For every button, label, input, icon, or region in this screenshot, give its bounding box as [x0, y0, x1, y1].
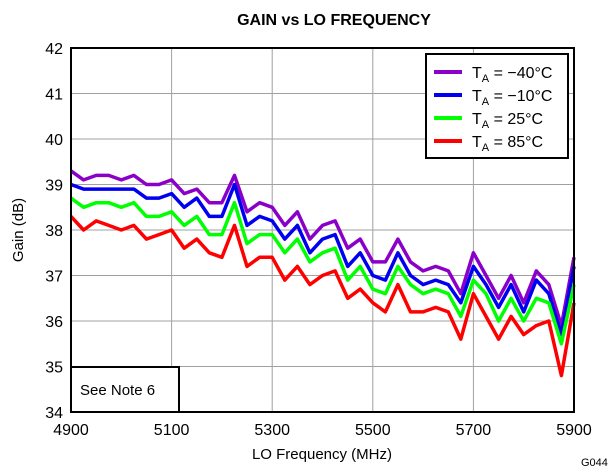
y-tick-label: 34 [45, 405, 63, 422]
legend-label-1: TA = −40°C [472, 65, 552, 85]
legend-label-3: TA = 25°C [472, 111, 543, 131]
y-tick-label: 41 [45, 87, 63, 104]
y-tick-label: 42 [45, 41, 63, 58]
y-axis-label: Gain (dB) [10, 198, 27, 262]
series-line-3 [69, 196, 576, 346]
y-tick-label: 39 [45, 178, 63, 195]
x-tick-label: 5100 [154, 422, 190, 439]
legend-label-2: TA = −10°C [472, 88, 552, 108]
series-line-2 [70, 182, 576, 337]
series-lines [69, 169, 576, 378]
plot-frame [70, 47, 575, 413]
x-tick-labels: 4900 5100 5300 5500 5700 5900 [53, 422, 592, 439]
x-tick-label: 5500 [355, 422, 391, 439]
note-text: See Note 6 [80, 382, 155, 399]
y-tick-label: 35 [45, 360, 63, 377]
x-tick-label: 5700 [456, 422, 492, 439]
legend-label-4: TA = 85°C [472, 134, 543, 154]
y-tick-label: 36 [45, 314, 63, 331]
series-line-4 [69, 215, 576, 378]
y-tick-label: 40 [45, 132, 63, 149]
x-tick-label: 5900 [556, 422, 592, 439]
figure-code: G044 [581, 457, 608, 469]
y-tick-labels: 34 35 36 37 38 39 40 41 42 [45, 41, 63, 422]
x-tick-label: 4900 [53, 422, 89, 439]
x-axis-label: LO Frequency (MHz) [252, 446, 392, 463]
series-line-1 [69, 169, 576, 328]
y-tick-label: 38 [45, 223, 63, 240]
x-tick-label: 5300 [254, 422, 290, 439]
y-tick-label: 37 [45, 269, 63, 286]
note-box: See Note 6 [70, 366, 180, 413]
legend: TA = −40°C TA = −10°C TA = 25°C TA = 85°C [425, 53, 569, 159]
chart-title: GAIN vs LO FREQUENCY [237, 12, 431, 29]
